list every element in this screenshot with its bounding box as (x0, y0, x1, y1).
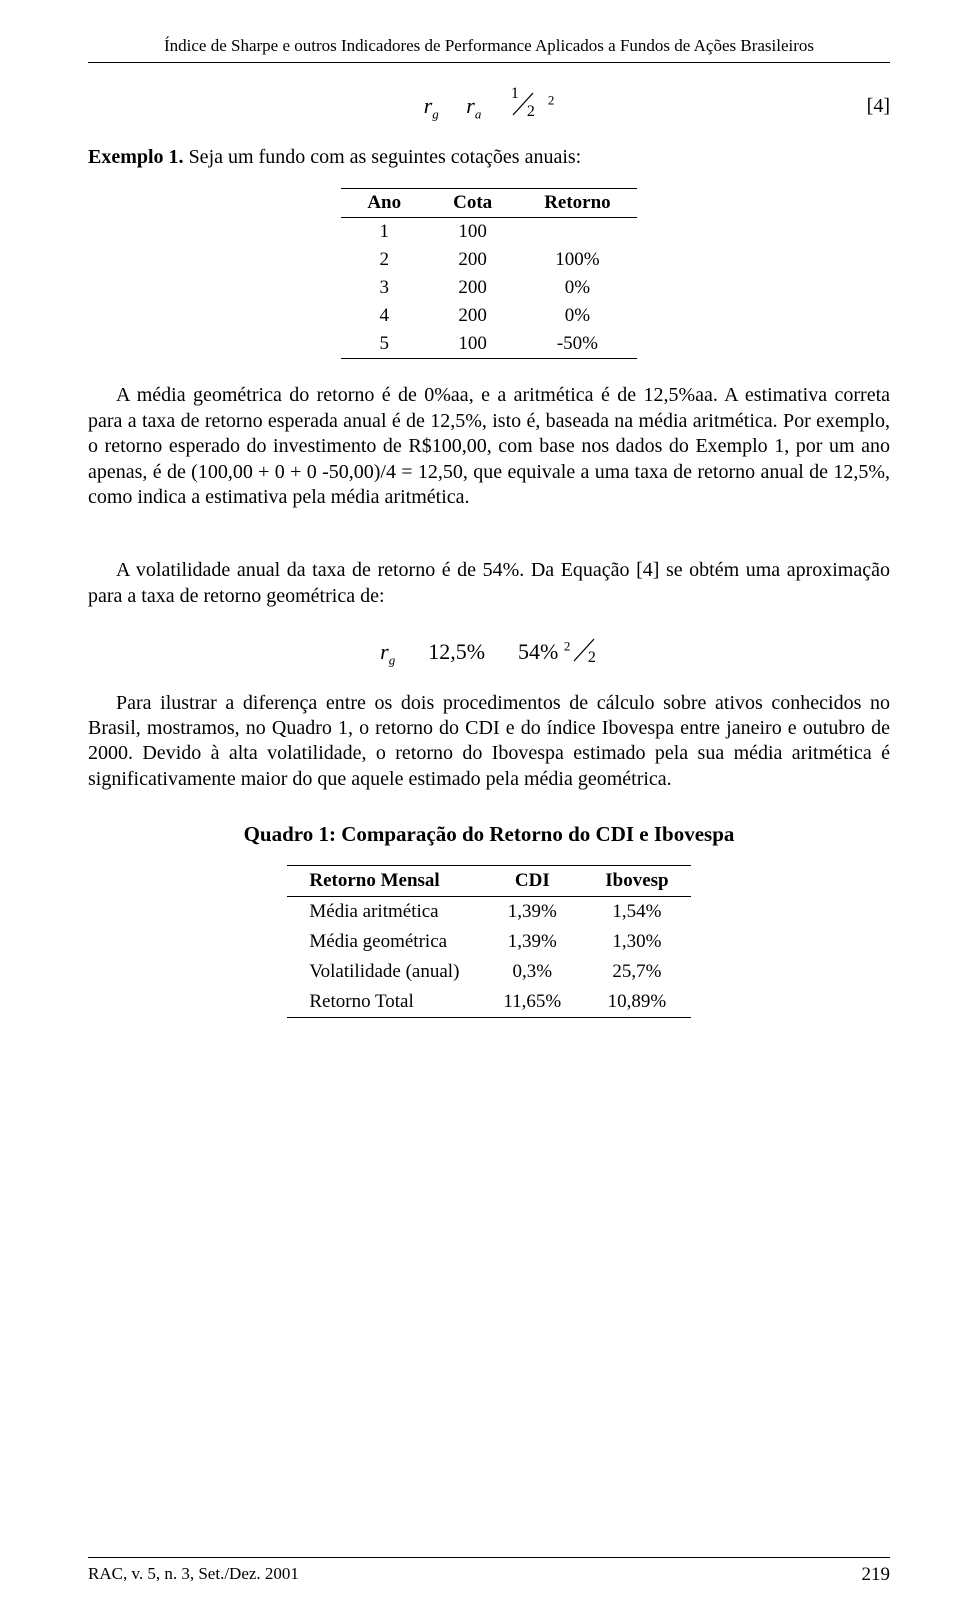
eq1-rhs-sub: a (475, 106, 482, 121)
paragraph-3: Para ilustrar a diferença entre os dois … (88, 691, 890, 793)
eq2-b: 54% (518, 639, 558, 664)
footer: RAC, v. 5, n. 3, Set./Dez. 2001 219 (88, 1564, 890, 1586)
table-row: Volatilidade (anual)0,3%25,7% (287, 957, 690, 987)
header-rule (88, 62, 890, 63)
table-cell: 25,7% (583, 957, 690, 987)
col-cota: Cota (427, 189, 518, 218)
eq2-lhs: r (380, 639, 389, 664)
quadro-1-title: Quadro 1: Comparação do Retorno do CDI e… (88, 822, 890, 847)
footer-left: RAC, v. 5, n. 3, Set./Dez. 2001 (88, 1564, 299, 1586)
eq1-rhs-term: r (466, 93, 475, 118)
col-ano: Ano (341, 189, 427, 218)
table-cota-retorno: Ano Cota Retorno 11002200100%32000%42000… (341, 188, 636, 359)
table-row: 5100-50% (341, 330, 636, 359)
eq1-fraction: 1 2 (509, 89, 537, 119)
table-cell: 200 (427, 246, 518, 274)
page: Índice de Sharpe e outros Indicadores de… (0, 0, 960, 1616)
table-cell: 1,30% (583, 927, 690, 957)
paragraph-2: A volatilidade anual da taxa de retorno … (88, 558, 890, 609)
table-cell: 0,3% (481, 957, 583, 987)
col-ibovesp: Ibovesp (583, 866, 690, 897)
table-cell: Média geométrica (287, 927, 481, 957)
col-cdi: CDI (481, 866, 583, 897)
paragraph-1: A média geométrica do retorno é de 0%aa,… (88, 383, 890, 510)
table-cell: 0% (518, 274, 636, 302)
table-cell: 100 (427, 218, 518, 247)
table-cell: Média aritmética (287, 897, 481, 928)
table-cell: 100% (518, 246, 636, 274)
table-cell: 4 (341, 302, 427, 330)
eq1-exponent: 2 (548, 93, 555, 108)
col-retorno-mensal: Retorno Mensal (287, 866, 481, 897)
eq1-frac-den: 2 (527, 103, 535, 121)
equation-4: rg ra 1 2 2 [4] (88, 89, 890, 129)
eq2-a: 12,5% (428, 639, 485, 664)
eq2-fraction: 2 (570, 635, 598, 665)
table-cell: 11,65% (481, 987, 583, 1018)
table-row: Média aritmética1,39%1,54% (287, 897, 690, 928)
table-row: Média geométrica1,39%1,30% (287, 927, 690, 957)
table-cell: 200 (427, 302, 518, 330)
table-cell: 2 (341, 246, 427, 274)
equation-rg: rg 12,5% 54% 2 2 (88, 635, 890, 668)
equation-4-tag: [4] (867, 95, 890, 118)
table-cell: 1,39% (481, 927, 583, 957)
table-cell: 1 (341, 218, 427, 247)
table-row: Retorno Total11,65%10,89% (287, 987, 690, 1018)
page-number: 219 (862, 1564, 891, 1586)
table-cell: 5 (341, 330, 427, 359)
eq2-frac-den: 2 (588, 649, 596, 667)
table-quadro-1: Retorno Mensal CDI Ibovesp Média aritmét… (287, 865, 690, 1018)
table-cell: 100 (427, 330, 518, 359)
table-cell: 200 (427, 274, 518, 302)
table-cell: 0% (518, 302, 636, 330)
example-text: Seja um fundo com as seguintes cotações … (189, 146, 582, 168)
table-cell (518, 218, 636, 247)
example-label: Exemplo 1. (88, 146, 184, 168)
footer-rule (88, 1557, 890, 1558)
col-retorno: Retorno (518, 189, 636, 218)
table-cell: Retorno Total (287, 987, 481, 1018)
table-row: 2200100% (341, 246, 636, 274)
example-line: Exemplo 1. Seja um fundo com as seguinte… (88, 145, 890, 170)
eq1-lhs-sub: g (432, 106, 439, 121)
equation-4-content: rg ra 1 2 2 (88, 89, 890, 122)
table-row: 32000% (341, 274, 636, 302)
table-cell: 1,54% (583, 897, 690, 928)
table-row: 1100 (341, 218, 636, 247)
table-cell: 1,39% (481, 897, 583, 928)
eq1-lhs: r (424, 93, 433, 118)
table-row: Ano Cota Retorno (341, 189, 636, 218)
table-cell: Volatilidade (anual) (287, 957, 481, 987)
running-head: Índice de Sharpe e outros Indicadores de… (88, 36, 890, 56)
table-row: 42000% (341, 302, 636, 330)
table-row: Retorno Mensal CDI Ibovesp (287, 866, 690, 897)
eq2-lhs-sub: g (389, 653, 396, 668)
table-cell: 3 (341, 274, 427, 302)
table-cell: 10,89% (583, 987, 690, 1018)
table-cell: -50% (518, 330, 636, 359)
